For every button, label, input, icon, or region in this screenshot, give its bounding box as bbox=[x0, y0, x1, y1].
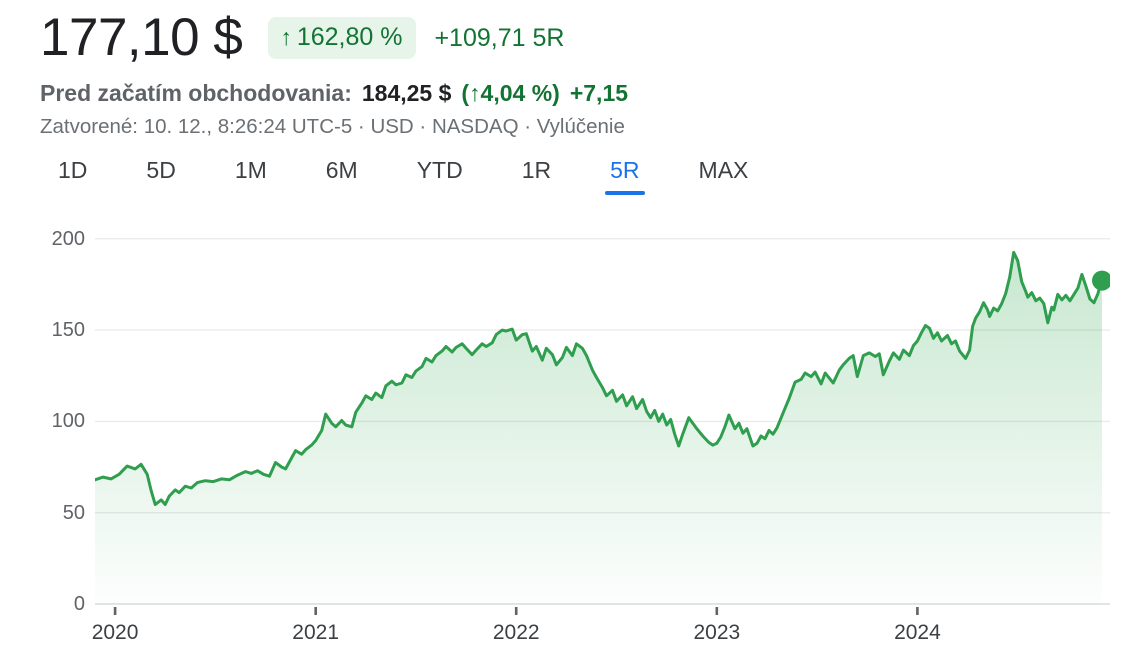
price-area bbox=[95, 252, 1102, 604]
tab-5R[interactable]: 5R bbox=[605, 157, 645, 195]
current-price: 177,10 $ bbox=[40, 8, 243, 67]
tab-1R[interactable]: 1R bbox=[522, 157, 551, 195]
y-axis-label: 150 bbox=[51, 319, 85, 342]
y-axis-label: 0 bbox=[73, 593, 85, 615]
range-tabs: 1D 5D 1M 6M YTD 1R 5R MAX bbox=[58, 157, 748, 195]
x-axis-label: 2023 bbox=[693, 621, 741, 644]
up-arrow-icon: ↑ bbox=[280, 24, 292, 50]
premarket-row: Pred začatím obchodovania: 184,25 $ (↑4,… bbox=[40, 80, 628, 107]
active-tab-underline bbox=[605, 191, 645, 195]
tab-5D[interactable]: 5D bbox=[146, 157, 175, 195]
tab-MAX[interactable]: MAX bbox=[699, 157, 749, 195]
x-axis-label: 2020 bbox=[91, 621, 139, 644]
x-axis-label: 2021 bbox=[292, 621, 339, 644]
tab-1D[interactable]: 1D bbox=[58, 157, 87, 195]
premarket-label: Pred začatím obchodovania: bbox=[40, 80, 352, 106]
price-row: 177,10 $ ↑ 162,80 % +109,71 5R bbox=[40, 8, 565, 67]
y-axis-label: 200 bbox=[51, 227, 85, 250]
change-percent-value: 162,80 % bbox=[296, 23, 403, 51]
x-axis-label: 2022 bbox=[492, 621, 540, 644]
tab-6M[interactable]: 6M bbox=[326, 157, 358, 195]
price-chart[interactable]: 0 50 100 150 200 2020 2021 2022 2023 2024 bbox=[0, 215, 1142, 670]
x-axis-label: 2024 bbox=[894, 621, 941, 644]
tab-YTD[interactable]: YTD bbox=[417, 157, 463, 195]
y-axis-label: 100 bbox=[51, 410, 85, 433]
premarket-price: 184,25 $ bbox=[361, 80, 452, 106]
status-line: Zatvorené: 10. 12., 8:26:24 UTC-5 · USD … bbox=[40, 115, 625, 139]
price-chart-svg[interactable] bbox=[95, 215, 1110, 618]
y-axis-label: 50 bbox=[62, 501, 85, 524]
premarket-amount: +7,15 bbox=[569, 80, 629, 106]
premarket-percent: (↑4,04 %) bbox=[461, 80, 560, 106]
status-text: Zatvorené: 10. 12., 8:26:24 UTC-5 · USD … bbox=[40, 115, 537, 138]
change-amount: +109,71 5R bbox=[434, 23, 565, 52]
change-percent-badge: ↑ 162,80 % bbox=[268, 17, 417, 59]
last-price-dot bbox=[1092, 270, 1110, 291]
price-line bbox=[95, 250, 1104, 506]
tab-1M[interactable]: 1M bbox=[235, 157, 267, 195]
disclaimer-link[interactable]: Vylúčenie bbox=[536, 115, 625, 138]
